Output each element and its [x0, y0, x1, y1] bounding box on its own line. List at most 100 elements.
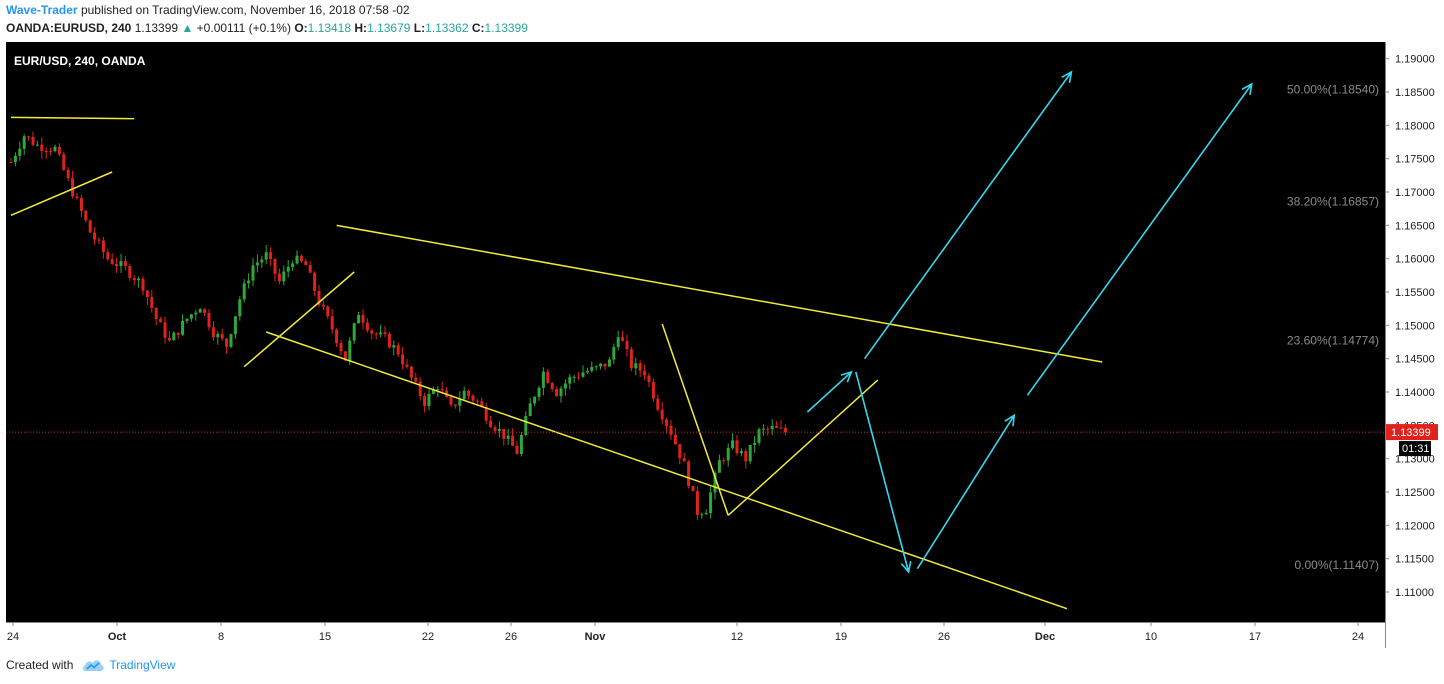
candle-body — [88, 220, 92, 233]
candle-body — [396, 345, 400, 355]
candle-body — [357, 314, 361, 324]
price-tick-label: 1.19000 — [1395, 54, 1435, 66]
candle-body — [115, 263, 119, 267]
time-tick-label: 26 — [938, 631, 950, 643]
candle-body — [739, 451, 743, 454]
candle-body — [66, 169, 70, 179]
time-axis[interactable]: 24 Oct 8 15 22 26 Nov 12 19 26 Dec 10 17 24 — [7, 622, 1364, 643]
candle-body — [418, 381, 422, 396]
time-tick-label: 24 — [7, 631, 19, 643]
candle-body — [585, 370, 589, 373]
candle-body — [489, 420, 493, 428]
candle-body — [13, 155, 17, 163]
candle-body — [475, 400, 479, 402]
countdown-box — [1399, 441, 1431, 457]
candle-body — [18, 148, 22, 156]
candle-body — [330, 316, 334, 330]
price-tick-label: 1.17000 — [1395, 187, 1435, 199]
time-tick-label: 24 — [1352, 631, 1364, 643]
candle-body — [414, 377, 418, 382]
candle-body — [700, 514, 704, 516]
last-price: 1.13399 — [134, 21, 179, 35]
candle-body — [304, 261, 308, 266]
arrow-short-up — [806, 371, 852, 413]
candle-body — [40, 144, 44, 151]
candle-body — [79, 197, 83, 211]
fib-level-label: 50.00%(1.18540) — [1287, 82, 1379, 96]
candle-body — [748, 444, 752, 462]
candle-body — [123, 261, 127, 267]
candle-body — [401, 354, 405, 365]
candle-body — [722, 460, 726, 462]
author-link[interactable]: Wave-Trader — [6, 3, 78, 17]
arrow-down-leg — [855, 371, 910, 573]
tradingview-link[interactable]: TradingView — [109, 658, 176, 672]
created-with-text: Created with — [6, 658, 74, 672]
change-value: +0.00111 (+0.1%) — [196, 21, 291, 35]
candle-body — [524, 416, 528, 436]
quote-line: OANDA:EURUSD, 240 1.13399 ▲ +0.00111 (+0… — [6, 21, 528, 35]
candle-body — [101, 240, 105, 253]
candle-body — [568, 376, 572, 384]
candle-body — [678, 444, 682, 459]
candle-body — [207, 312, 211, 328]
candle-body — [744, 451, 748, 462]
time-tick-label: 26 — [505, 631, 517, 643]
candle-body — [119, 261, 123, 267]
candle-body — [563, 383, 567, 389]
high-value: 1.13679 — [367, 21, 411, 35]
candle-body — [665, 419, 669, 426]
time-tick-label: 10 — [1145, 631, 1157, 643]
candle-body — [458, 399, 462, 406]
price-tick-label: 1.18000 — [1395, 120, 1435, 132]
candle-body — [471, 395, 475, 401]
candle-body — [291, 263, 295, 268]
candle-body — [159, 318, 163, 323]
time-tick-label: 15 — [319, 631, 331, 643]
open-value: 1.13418 — [307, 21, 352, 35]
candle-body — [436, 389, 440, 391]
candle-body — [110, 259, 114, 264]
price-tick-label: 1.16500 — [1395, 220, 1435, 232]
arrow-up-leg — [916, 414, 1015, 570]
current-price-label: 1.13399 — [1391, 427, 1431, 439]
candle-body — [695, 491, 699, 515]
candle-body — [220, 333, 224, 339]
arrow-head-short-up — [840, 370, 853, 383]
candle-body — [339, 343, 343, 352]
candle-body — [449, 397, 453, 405]
candle-body — [57, 146, 61, 155]
candle-body — [189, 314, 193, 319]
chart-title: EUR/USD, 240, OANDA — [14, 54, 146, 68]
candle-body — [555, 389, 559, 397]
candle-body — [132, 277, 136, 281]
candle-body — [233, 316, 237, 335]
candle-body — [225, 338, 229, 347]
candle-body — [682, 458, 686, 462]
candle-body — [370, 330, 374, 334]
candle-body — [638, 363, 642, 371]
candle-body — [286, 267, 290, 272]
arrow-head-up-leg — [1004, 413, 1016, 427]
price-axis[interactable]: 1.19000 1.18500 1.18000 1.17500 1.17000 1.165… — [1385, 54, 1435, 599]
candle-body — [423, 395, 427, 407]
candle-body — [141, 278, 145, 291]
candle-body — [185, 318, 189, 321]
candle-body — [546, 371, 550, 384]
candle-body — [379, 332, 383, 335]
candle-body — [621, 337, 625, 341]
candle-body — [484, 406, 488, 421]
candle-body — [757, 429, 761, 443]
fib-level-label: 38.20%(1.16857) — [1287, 195, 1379, 209]
price-chart[interactable]: 50.00%(1.18540) 38.20%(1.16857) 23.60%(1.1… — [0, 42, 1444, 650]
candle-body — [559, 388, 563, 397]
candle-body — [431, 389, 435, 394]
candle-body — [480, 401, 484, 407]
candle-body — [137, 278, 141, 281]
candle-body — [533, 396, 537, 404]
change-arrow-icon: ▲ — [181, 21, 194, 35]
candle-body — [783, 427, 787, 433]
candle-body — [277, 273, 281, 282]
fib-level-label: 23.60%(1.14774) — [1287, 333, 1379, 347]
candle-body — [506, 435, 510, 439]
